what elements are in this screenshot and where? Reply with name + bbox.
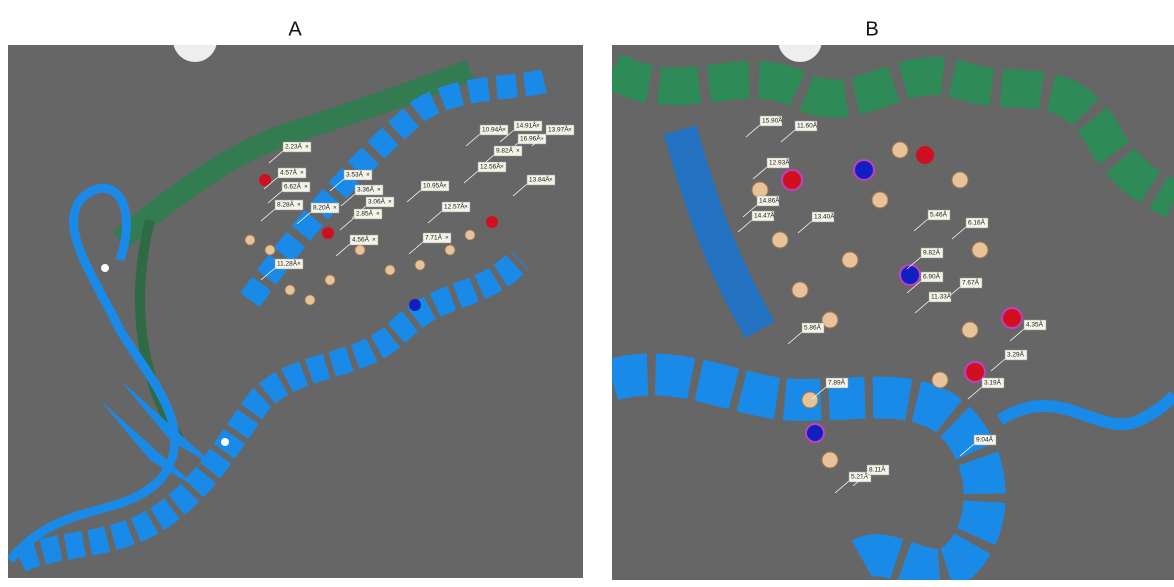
distance-label: 8.28Å xyxy=(277,200,295,209)
close-icon: × xyxy=(305,144,309,151)
distance-label: 8.11Å xyxy=(869,465,886,474)
distance-label: 10.95Å xyxy=(423,181,444,190)
distance-label: 13.97Å xyxy=(548,125,569,134)
distance-label: 14.91Å xyxy=(516,121,537,130)
close-icon: × xyxy=(536,123,540,130)
close-icon: × xyxy=(377,187,381,194)
atom-n xyxy=(806,424,824,442)
atom-o xyxy=(322,227,334,239)
atom-n xyxy=(854,160,874,180)
close-icon: × xyxy=(464,204,468,211)
distance-label: 4.35Å xyxy=(1026,320,1044,329)
panel-b-view xyxy=(612,18,1174,580)
distance-label: 6.16Å xyxy=(968,218,986,227)
distance-label: 9.82Å xyxy=(923,248,941,257)
distance-label: 2.23Å xyxy=(285,142,303,151)
close-icon: × xyxy=(304,184,308,191)
distance-label: 13.40Å xyxy=(814,212,835,221)
close-icon: × xyxy=(445,235,449,242)
distance-label: 7.67Å xyxy=(962,278,980,287)
close-icon: × xyxy=(388,199,392,206)
close-icon: × xyxy=(549,177,553,184)
distance-label: 15.90Å xyxy=(762,116,783,125)
panel-a-view xyxy=(8,18,583,578)
atom-o xyxy=(486,216,498,228)
distance-label: 5.46Å xyxy=(930,210,948,219)
panel-label: B xyxy=(865,18,878,40)
figure: A B 2.23Å×4.57Å×6.62Å×8.28Å×8.20Å×3.53Å×… xyxy=(0,0,1174,582)
atom-o xyxy=(782,170,802,190)
close-icon: × xyxy=(516,148,520,155)
widget xyxy=(173,18,217,62)
close-icon: × xyxy=(366,172,370,179)
close-icon: × xyxy=(502,127,506,134)
atom-h xyxy=(221,438,229,446)
distance-label: 6.62Å xyxy=(284,182,302,191)
distance-label: 12.57Å xyxy=(444,202,465,211)
distance-label: 5.86Å xyxy=(804,323,822,332)
close-icon: × xyxy=(297,202,301,209)
atom-o xyxy=(1002,308,1022,328)
distance-label: 6.90Å xyxy=(923,272,941,281)
distance-label: 3.53Å xyxy=(346,170,364,179)
distance-label: 16.96Å xyxy=(520,134,541,143)
distance-label: 5.21Å xyxy=(851,472,869,481)
distance-label: 11.33Å xyxy=(931,292,952,301)
close-icon: × xyxy=(443,183,447,190)
distance-label: 14.86Å xyxy=(759,196,780,205)
distance-label: 3.19Å xyxy=(984,378,1002,387)
distance-label: 9.82Å xyxy=(496,146,514,155)
close-icon: × xyxy=(568,127,572,134)
distance-label: 3.36Å xyxy=(357,185,375,194)
distance-label: 4.57Å xyxy=(280,168,298,177)
atom-h xyxy=(101,264,109,272)
distance-label: 11.28Å xyxy=(277,259,298,268)
close-icon: × xyxy=(500,164,504,171)
distance-label: 7.71Å xyxy=(425,233,443,242)
close-icon: × xyxy=(333,205,337,212)
widget xyxy=(778,18,822,62)
distance-label: 3.06Å xyxy=(368,197,386,206)
distance-label: 10.94Å xyxy=(482,125,503,134)
distance-label: 14.47Å xyxy=(754,211,775,220)
distance-label: 8.20Å xyxy=(313,203,331,212)
distance-label: 3.29Å xyxy=(1007,350,1025,359)
atom-o xyxy=(916,146,934,164)
close-icon: × xyxy=(300,170,304,177)
distance-label: 13.84Å xyxy=(529,175,550,184)
page: {"panels":[ {"label":"A","close":"×","di… xyxy=(0,0,1174,582)
distance-label: 12.93Å xyxy=(769,158,790,167)
distance-label: 7.89Å xyxy=(828,378,846,387)
panel-label: A xyxy=(288,18,302,40)
distance-label: 4.56Å xyxy=(352,235,370,244)
close-icon: × xyxy=(540,136,544,143)
close-icon: × xyxy=(297,261,301,268)
atom-n xyxy=(409,299,421,311)
distance-label: 12.56Å xyxy=(480,162,501,171)
distance-label: 9.04Å xyxy=(976,435,994,444)
close-icon: × xyxy=(372,237,376,244)
distance-label: 2.85Å xyxy=(356,209,374,218)
distance-label: 11.60Å xyxy=(797,121,818,130)
atom-n xyxy=(900,265,920,285)
close-icon: × xyxy=(376,211,380,218)
